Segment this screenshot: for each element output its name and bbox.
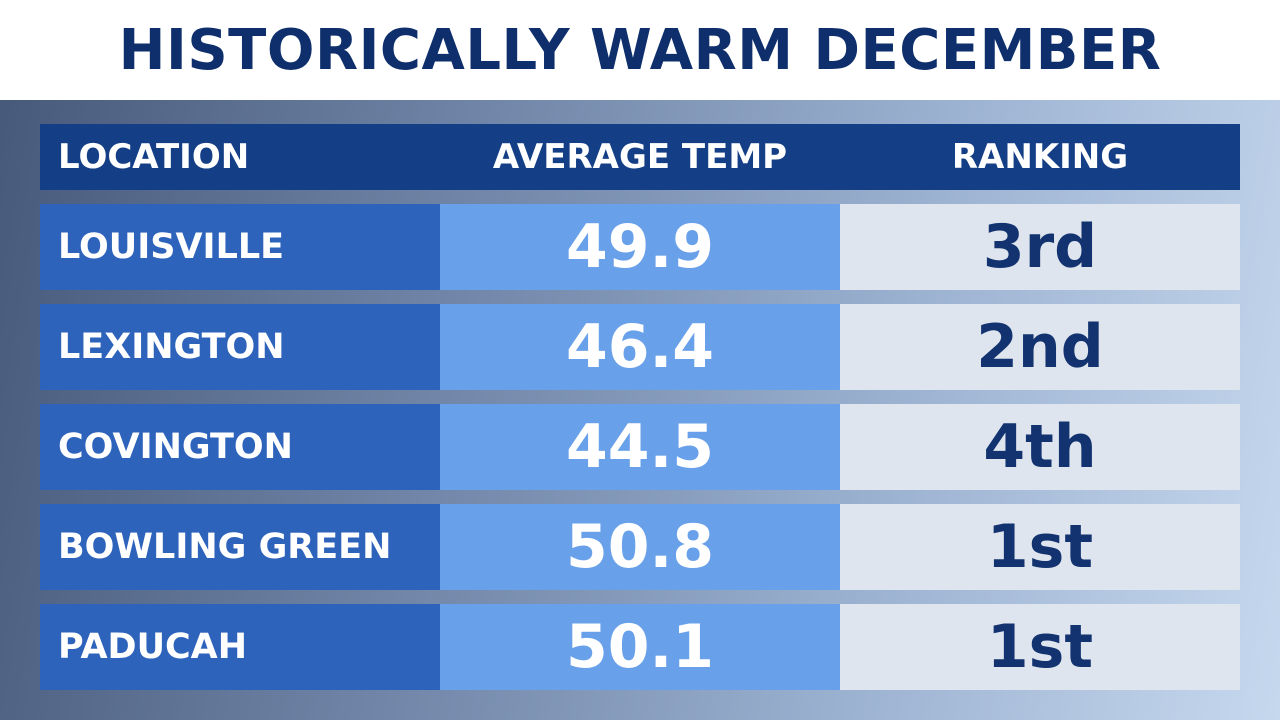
temp-cell: 49.9 — [440, 204, 840, 290]
column-header: AVERAGE TEMP — [492, 137, 788, 177]
ranking-cell: 1st — [840, 604, 1240, 690]
header-row: LOCATION AVERAGE TEMP RANKING — [40, 124, 1240, 190]
ranking-cell: 3rd — [840, 204, 1240, 290]
location-cell: COVINGTON — [40, 404, 440, 490]
location-cell: LEXINGTON — [40, 304, 440, 390]
location-cell: BOWLING GREEN — [40, 504, 440, 590]
table-row: LEXINGTON 46.4 2nd — [40, 304, 1240, 390]
table-row: BOWLING GREEN 50.8 1st — [40, 504, 1240, 590]
column-header: RANKING — [951, 137, 1129, 177]
temp-cell: 50.1 — [440, 604, 840, 690]
ranking-cell: 1st — [840, 504, 1240, 590]
temp-cell: 50.8 — [440, 504, 840, 590]
location-cell: PADUCAH — [40, 604, 440, 690]
table-row: PADUCAH 50.1 1st — [40, 604, 1240, 690]
temp-cell: 46.4 — [440, 304, 840, 390]
title: HISTORICALLY WARM DECEMBER — [118, 17, 1162, 83]
temp-cell: 44.5 — [440, 404, 840, 490]
location-cell: LOUISVILLE — [40, 204, 440, 290]
ranking-cell: 2nd — [840, 304, 1240, 390]
ranking-cell: 4th — [840, 404, 1240, 490]
table-row: COVINGTON 44.5 4th — [40, 404, 1240, 490]
table-row: LOUISVILLE 49.9 3rd — [40, 204, 1240, 290]
title-band: HISTORICALLY WARM DECEMBER — [0, 0, 1280, 100]
column-header: LOCATION — [58, 137, 250, 177]
